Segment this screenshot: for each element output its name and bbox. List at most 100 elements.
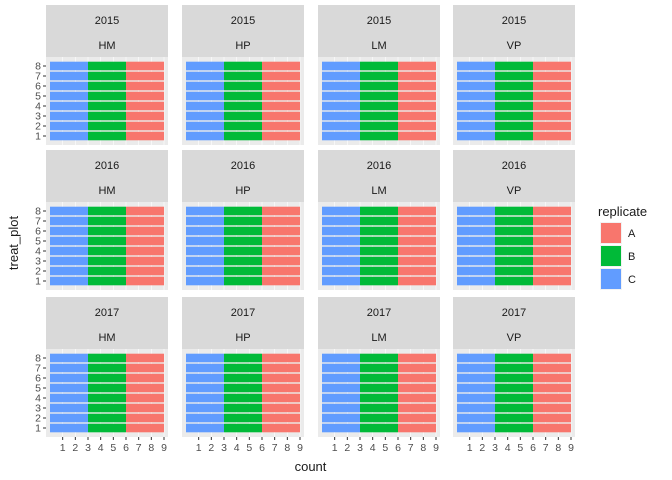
bar-segment-C: [322, 101, 360, 111]
panel-background: [46, 202, 168, 290]
facet-strip-year: 2015: [231, 15, 255, 27]
facet-strip-year: 2017: [231, 307, 255, 319]
bar-segment-B: [88, 81, 126, 91]
facet-strip-year: 2015: [367, 15, 391, 27]
bar-segment-B: [495, 131, 533, 141]
y-tick-label: 3: [35, 403, 41, 415]
x-tick-label: 1: [196, 442, 202, 454]
bar-segment-C: [186, 363, 224, 373]
x-tick-label: 6: [259, 442, 265, 454]
bar-segment-A: [126, 216, 164, 226]
bar-segment-A: [262, 403, 300, 413]
panel-background: [453, 349, 575, 437]
x-tick-label: 2: [72, 442, 78, 454]
facet-strip-code: VP: [507, 40, 522, 52]
facet-strip-code: LM: [371, 40, 386, 52]
bar-segment-A: [262, 131, 300, 141]
bar-segment-B: [495, 71, 533, 81]
bar-segment-A: [262, 383, 300, 393]
bar-segment-A: [398, 206, 436, 216]
y-tick-label: 7: [35, 71, 41, 83]
bar-segment-B: [88, 363, 126, 373]
bar-segment-C: [186, 226, 224, 236]
bar-segment-C: [186, 246, 224, 256]
bar-segment-A: [398, 393, 436, 403]
panel-background: [182, 57, 304, 145]
bar-segment-A: [533, 246, 571, 256]
bar-segment-C: [50, 246, 88, 256]
bar-segment-B: [360, 61, 398, 71]
bar-segment-C: [322, 276, 360, 286]
bar-segment-C: [457, 71, 495, 81]
bar-segment-C: [322, 413, 360, 423]
y-tick-label: 2: [35, 413, 41, 425]
bar-segment-C: [186, 353, 224, 363]
bar-segment-C: [322, 246, 360, 256]
bar-segment-C: [50, 423, 88, 433]
bar-segment-C: [186, 101, 224, 111]
bar-segment-B: [88, 111, 126, 121]
bar-segment-A: [262, 363, 300, 373]
bar-segment-A: [126, 383, 164, 393]
x-tick-label: 9: [297, 442, 303, 454]
x-tick-label: 8: [148, 442, 154, 454]
x-tick-label: 8: [420, 442, 426, 454]
y-tick-label: 4: [35, 393, 41, 405]
bar-segment-B: [224, 226, 262, 236]
bar-segment-C: [50, 413, 88, 423]
bar-segment-A: [262, 256, 300, 266]
bar-segment-B: [360, 246, 398, 256]
bar-segment-B: [224, 236, 262, 246]
bar-segment-A: [398, 246, 436, 256]
bar-segment-B: [495, 266, 533, 276]
x-tick-label: 3: [492, 442, 498, 454]
bar-segment-A: [533, 373, 571, 383]
panel-background: [453, 57, 575, 145]
bar-segment-C: [322, 121, 360, 131]
bar-segment-C: [50, 236, 88, 246]
bar-segment-A: [126, 256, 164, 266]
bar-segment-B: [495, 111, 533, 121]
bar-segment-B: [495, 216, 533, 226]
x-tick-label: 7: [543, 442, 549, 454]
facet-strip: [182, 5, 304, 57]
bar-segment-C: [322, 383, 360, 393]
bar-segment-A: [533, 383, 571, 393]
facet-strip-code: HM: [98, 185, 115, 197]
bar-segment-B: [360, 91, 398, 101]
facet-strip-code: LM: [371, 332, 386, 344]
panel-background: [318, 202, 440, 290]
bar-segment-C: [322, 403, 360, 413]
bar-segment-A: [262, 413, 300, 423]
y-tick-label: 8: [35, 353, 41, 365]
bar-segment-B: [495, 373, 533, 383]
bar-segment-A: [126, 403, 164, 413]
bar-segment-A: [262, 226, 300, 236]
bar-segment-C: [50, 216, 88, 226]
x-tick-label: 2: [208, 442, 214, 454]
x-tick-label: 1: [60, 442, 66, 454]
bar-segment-A: [262, 121, 300, 131]
x-tick-label: 1: [332, 442, 338, 454]
bar-segment-C: [186, 121, 224, 131]
bar-segment-A: [398, 236, 436, 246]
x-tick-label: 9: [161, 442, 167, 454]
x-tick-label: 2: [479, 442, 485, 454]
bar-segment-C: [457, 393, 495, 403]
bar-segment-C: [322, 71, 360, 81]
bar-segment-A: [398, 373, 436, 383]
bar-segment-A: [262, 216, 300, 226]
bar-segment-C: [186, 61, 224, 71]
bar-segment-A: [398, 256, 436, 266]
bar-segment-A: [262, 246, 300, 256]
y-tick-label: 2: [35, 121, 41, 133]
bar-segment-C: [457, 246, 495, 256]
bar-segment-A: [533, 353, 571, 363]
bar-segment-C: [322, 131, 360, 141]
bar-segment-A: [398, 111, 436, 121]
bar-segment-C: [322, 256, 360, 266]
facet-strip-year: 2016: [502, 160, 526, 172]
facet-strip: [453, 297, 575, 349]
bar-segment-B: [88, 131, 126, 141]
bar-segment-B: [88, 353, 126, 363]
